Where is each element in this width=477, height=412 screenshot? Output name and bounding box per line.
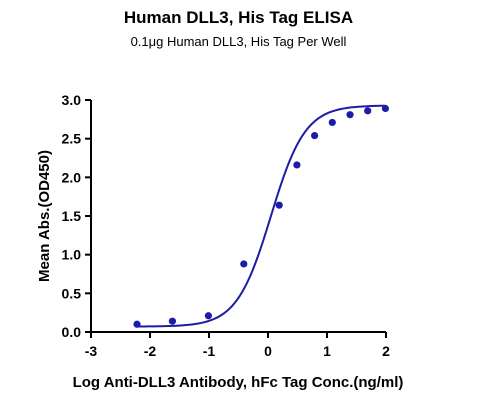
- x-tick-label: -2: [144, 343, 157, 359]
- y-tick-label: 1.5: [62, 208, 82, 224]
- x-tick-label: -1: [203, 343, 216, 359]
- data-point: [328, 118, 336, 127]
- data-point: [240, 260, 248, 268]
- x-axis-title: Log Anti-DLL3 Antibody, hFc Tag Conc.(ng…: [73, 374, 404, 391]
- data-point: [168, 317, 177, 325]
- data-point: [293, 161, 301, 169]
- y-tick-label: 1.0: [62, 247, 82, 263]
- data-point: [346, 111, 354, 119]
- x-tick-label: 0: [264, 343, 272, 359]
- data-point: [381, 104, 390, 113]
- axes: -3 -2 -1 0 1 2 0.0 0.5 1.0 1.5 2.0 2.5 3.0: [62, 92, 391, 359]
- data-point: [275, 201, 283, 209]
- data-point: [204, 312, 213, 320]
- x-tick-label: 2: [382, 343, 390, 359]
- data-point: [311, 131, 319, 140]
- data-points: [133, 104, 390, 328]
- x-tick-label: 1: [323, 343, 331, 359]
- y-tick-label: 2.5: [62, 131, 82, 147]
- chart-title: Human DLL3, His Tag ELISA: [123, 8, 354, 27]
- y-axis-title: Mean Abs.(OD450): [36, 150, 53, 282]
- y-tick-label: 0.0: [62, 324, 82, 340]
- data-point: [133, 320, 141, 328]
- y-tick-label: 2.0: [62, 169, 82, 185]
- data-point: [364, 107, 372, 115]
- chart-subtitle: 0.1μg Human DLL3, His Tag Per Well: [130, 34, 347, 49]
- y-tick-label: 3.0: [62, 92, 82, 108]
- y-tick-label: 0.5: [62, 285, 82, 301]
- x-tick-label: -3: [85, 343, 98, 359]
- fit-curve: [137, 104, 386, 328]
